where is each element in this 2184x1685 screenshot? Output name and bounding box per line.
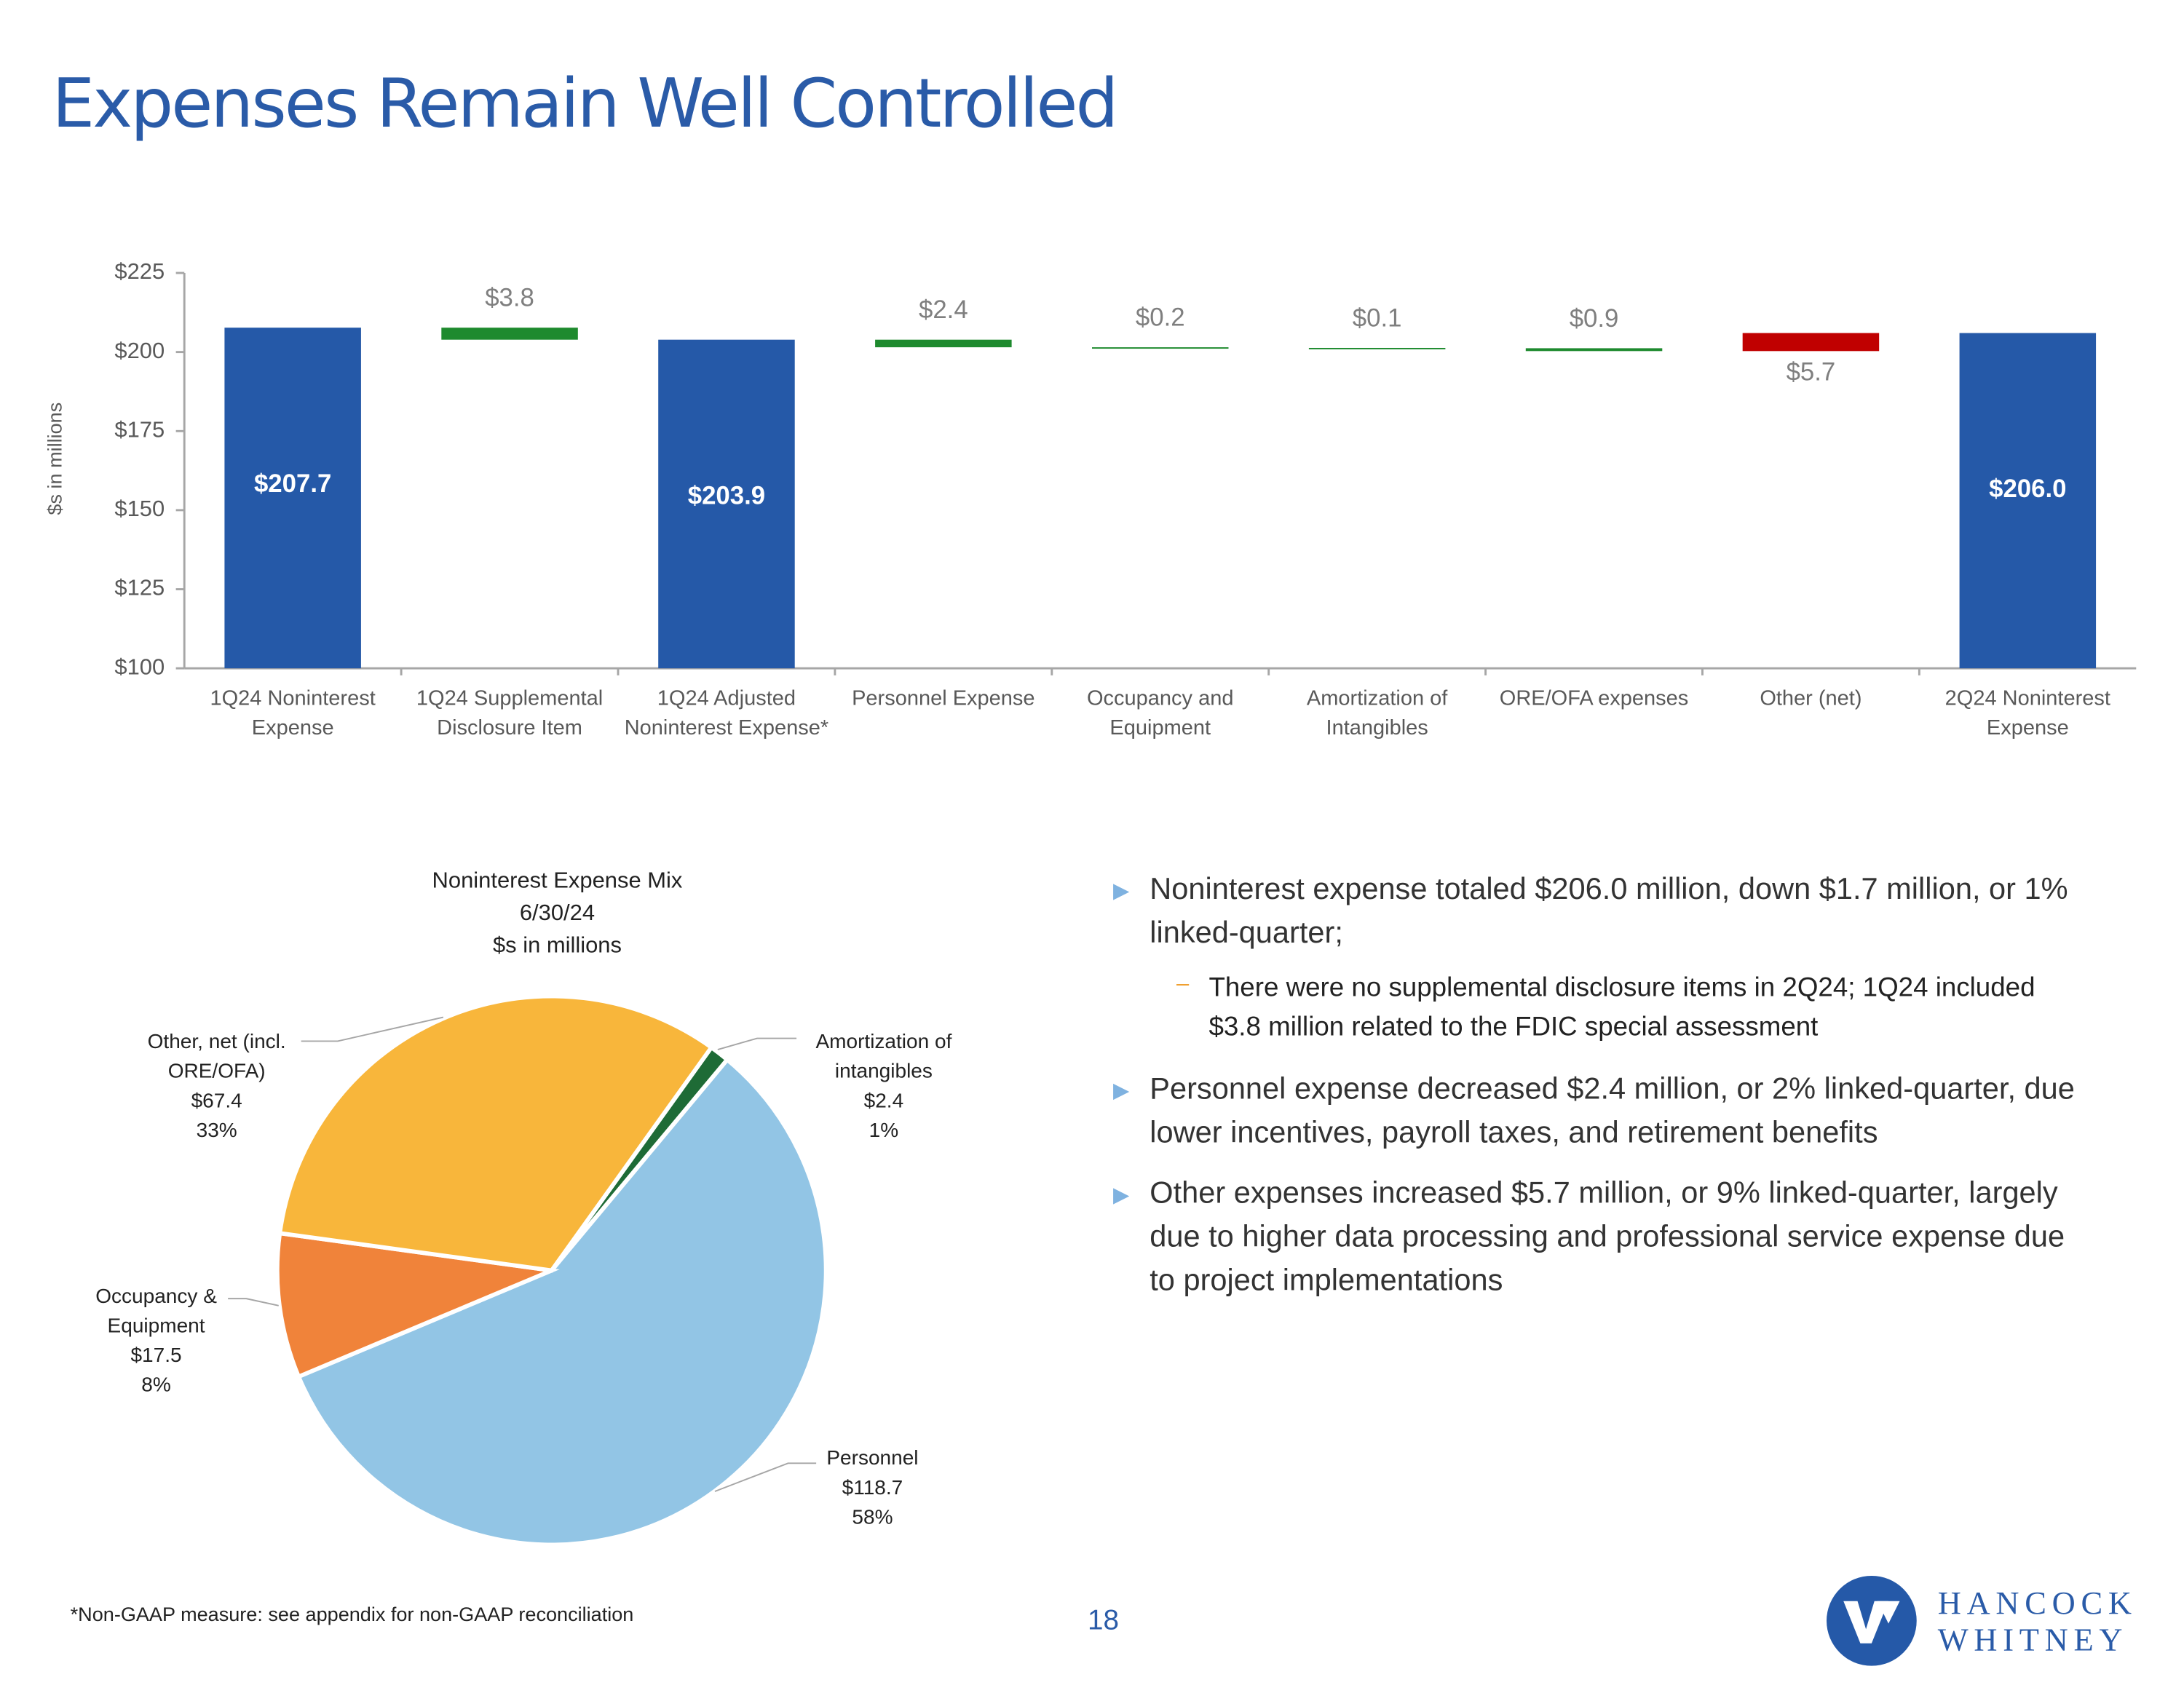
pie-label-value: $2.4 — [863, 1090, 904, 1113]
sub-bullet-text: There were no supplemental disclosure it… — [1208, 973, 2035, 1043]
pie-chart — [228, 994, 828, 1547]
pie-slice — [277, 994, 715, 1273]
x-tick-label: Occupancy and Equipment — [1086, 686, 1234, 740]
slide-title: Expenses Remain Well Controlled — [52, 64, 1119, 144]
waterfall-chart: $100 $125 $150 $175 $200 $225 $s in millions $2… — [44, 258, 2137, 675]
value-label: $0.9 — [1570, 305, 1619, 333]
bar — [875, 339, 1012, 348]
pie-label-value: $67.4 — [191, 1090, 242, 1113]
logo-mark — [1827, 1575, 1917, 1666]
pie-subtitle: 6/30/24 — [519, 902, 596, 926]
pie-label-category: Amortization of intangibles — [815, 1031, 952, 1084]
x-tick-label: 2Q24 Noninterest Expense — [1944, 686, 2110, 740]
value-label: $206.0 — [1989, 475, 2066, 503]
value-label: $0.1 — [1353, 305, 1402, 333]
pie-label-value: $118.7 — [842, 1477, 903, 1500]
pie-label-percent: 8% — [141, 1374, 171, 1397]
bullet-text: Noninterest expense totaled $206.0 milli… — [1150, 872, 2068, 950]
logo-glyph — [1877, 1601, 1900, 1624]
logo-line: HANCOCK — [1937, 1585, 2137, 1621]
logo-text: HANCOCK WHITNEY — [1938, 1585, 2137, 1659]
pie-label-category: Personnel — [826, 1448, 919, 1470]
bar — [658, 339, 795, 669]
x-tick-label: Amortization of Intangibles — [1306, 686, 1448, 740]
x-tick-label: Other (net) — [1760, 686, 1862, 711]
x-tick-label: 1Q24 Adjusted Noninterest Expense* — [624, 686, 829, 740]
bullet-marker: ▶ — [1112, 1079, 1130, 1103]
y-tick-label: $125 — [114, 575, 165, 600]
leader-line — [228, 1298, 279, 1307]
pie-label: Occupancy & Equipment $17.5 8% — [63, 1283, 249, 1401]
value-label: $203.9 — [688, 482, 765, 510]
bar — [1308, 347, 1446, 349]
y-tick-label: $225 — [114, 258, 165, 284]
bullet-text: Personnel expense decreased $2.4 million… — [1150, 1071, 2075, 1150]
sub-bullet-marker: – — [1176, 972, 1190, 996]
pie-label: Personnel $118.7 58% — [780, 1445, 965, 1534]
y-tick-label: $200 — [114, 338, 165, 363]
bullet-marker: ▶ — [1112, 879, 1130, 903]
bar — [441, 328, 578, 340]
bar — [1742, 333, 1880, 352]
y-tick-label: $175 — [114, 416, 165, 442]
bar — [1092, 347, 1229, 349]
pie-label-percent: 33% — [196, 1119, 237, 1143]
pie-title: Noninterest Expense Mix 6/30/24 $s in mill… — [347, 865, 769, 962]
bullet-text: Other expenses increased $5.7 million, o… — [1150, 1175, 2065, 1298]
value-label: $2.4 — [919, 296, 968, 324]
pie-label-percent: 58% — [852, 1507, 893, 1530]
page-number: 18 — [1087, 1605, 1119, 1637]
footnote: *Non-GAAP measure: see appendix for non-… — [70, 1602, 634, 1625]
pie-label-value: $17.5 — [130, 1344, 182, 1368]
value-label: $5.7 — [1787, 358, 1836, 386]
x-tick-label: 1Q24 Supplemental Disclosure Item — [416, 686, 604, 740]
bullet-marker: ▶ — [1112, 1183, 1130, 1208]
leader-line — [717, 1037, 797, 1050]
pie-title-line: Noninterest Expense Mix — [432, 869, 683, 894]
x-tick-label: Personnel Expense — [852, 686, 1035, 711]
x-tick-label: 1Q24 Noninterest Expense — [210, 686, 376, 740]
pie-label-category: Other, net (incl. ORE/OFA) — [147, 1031, 286, 1084]
bar — [1525, 348, 1663, 352]
pie-label-percent: 1% — [869, 1119, 899, 1143]
pie-unit-note: $s in millions — [492, 934, 622, 959]
leader-line — [714, 1462, 817, 1492]
y-tick-label: $100 — [114, 654, 165, 675]
logo-line: WHITNEY — [1937, 1622, 2129, 1658]
y-axis-label: $s in millions — [44, 403, 66, 515]
value-label: $0.2 — [1136, 304, 1185, 332]
logo-glyph — [1843, 1601, 1889, 1644]
bar — [224, 328, 361, 669]
pie-label: Other, net (incl. ORE/OFA) $67.4 33% — [124, 1028, 309, 1146]
x-tick-label: ORE/OFA expenses — [1499, 686, 1689, 711]
bar — [1959, 333, 2097, 669]
pie-label: Amortization of intangibles $2.4 1% — [791, 1028, 976, 1146]
y-tick-label: $150 — [114, 496, 165, 521]
leader-line — [301, 1016, 444, 1042]
pie-label-category: Occupancy & Equipment — [95, 1285, 217, 1339]
value-label: $207.7 — [254, 470, 331, 498]
pie-slice — [274, 1230, 560, 1380]
value-label: $3.8 — [485, 285, 534, 312]
